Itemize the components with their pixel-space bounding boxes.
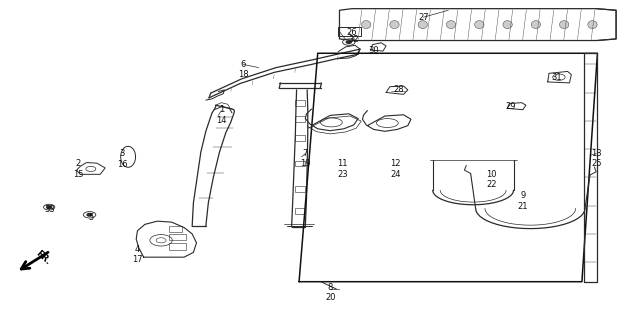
Text: 3: 3 xyxy=(119,149,125,158)
Text: 19: 19 xyxy=(300,159,310,168)
Text: 15: 15 xyxy=(73,170,83,179)
Text: 30: 30 xyxy=(368,45,379,55)
Text: 16: 16 xyxy=(117,160,127,169)
Text: 21: 21 xyxy=(518,202,528,211)
Text: 8: 8 xyxy=(328,283,333,292)
Text: 24: 24 xyxy=(390,170,401,179)
Text: 1: 1 xyxy=(219,105,224,114)
Bar xyxy=(169,244,186,250)
Text: 9: 9 xyxy=(520,191,525,200)
Circle shape xyxy=(47,206,52,208)
Ellipse shape xyxy=(390,20,399,28)
Bar xyxy=(295,100,305,106)
Text: 29: 29 xyxy=(505,102,516,111)
Circle shape xyxy=(346,41,351,44)
Ellipse shape xyxy=(361,20,371,28)
Bar xyxy=(295,208,305,214)
Text: FR.: FR. xyxy=(34,249,52,267)
Text: 25: 25 xyxy=(591,159,601,168)
Bar xyxy=(295,116,305,122)
Bar xyxy=(295,135,305,141)
Text: 6: 6 xyxy=(240,60,246,69)
Text: 10: 10 xyxy=(487,170,497,179)
Text: 28: 28 xyxy=(393,85,404,94)
Ellipse shape xyxy=(503,20,512,28)
Text: 33: 33 xyxy=(44,205,55,214)
Ellipse shape xyxy=(559,20,569,28)
Text: 17: 17 xyxy=(132,255,143,264)
Bar xyxy=(169,226,182,232)
Bar xyxy=(295,186,305,192)
Ellipse shape xyxy=(588,20,597,28)
Text: 23: 23 xyxy=(337,170,348,179)
Text: 13: 13 xyxy=(591,149,602,158)
Text: 18: 18 xyxy=(238,70,249,79)
Text: 11: 11 xyxy=(337,159,348,168)
Text: 7: 7 xyxy=(303,149,308,158)
Ellipse shape xyxy=(531,20,541,28)
Text: 31: 31 xyxy=(552,73,563,82)
Text: 2: 2 xyxy=(76,159,81,168)
Ellipse shape xyxy=(418,20,427,28)
Text: 14: 14 xyxy=(216,116,227,125)
Bar xyxy=(295,161,305,166)
Text: 5: 5 xyxy=(88,213,93,222)
Bar xyxy=(169,234,186,240)
Ellipse shape xyxy=(475,20,484,28)
Text: 32: 32 xyxy=(348,35,359,44)
Text: 27: 27 xyxy=(418,13,429,22)
Text: 4: 4 xyxy=(135,245,140,254)
Ellipse shape xyxy=(447,20,455,28)
Text: 12: 12 xyxy=(390,159,401,168)
Text: 22: 22 xyxy=(487,180,497,189)
Text: 26: 26 xyxy=(346,28,357,37)
Text: 20: 20 xyxy=(325,293,335,302)
Circle shape xyxy=(87,213,92,216)
